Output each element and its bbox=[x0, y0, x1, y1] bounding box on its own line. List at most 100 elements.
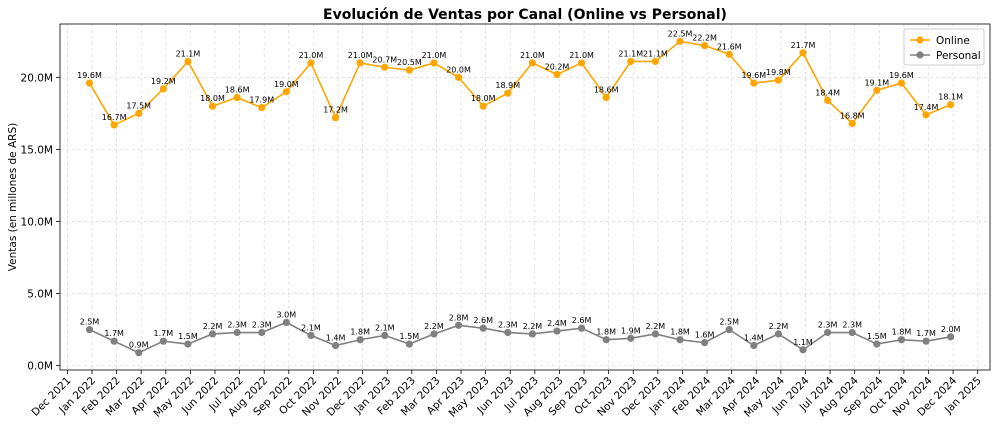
data-point-personal bbox=[159, 337, 167, 345]
data-label-personal: 3.0M bbox=[277, 310, 297, 319]
data-point-personal bbox=[602, 336, 610, 344]
data-point-online bbox=[824, 96, 832, 105]
data-point-personal bbox=[848, 328, 856, 337]
y-axis-label: Ventas (en millones de ARS) bbox=[7, 123, 19, 271]
data-point-online bbox=[356, 59, 364, 67]
data-label-online: 19.6M bbox=[77, 71, 102, 80]
data-point-online bbox=[897, 79, 906, 87]
data-point-personal bbox=[947, 333, 955, 341]
data-point-personal bbox=[627, 334, 635, 342]
data-label-online: 21.0M bbox=[422, 51, 447, 60]
data-point-online bbox=[381, 63, 389, 71]
data-point-personal bbox=[405, 340, 413, 348]
data-point-online bbox=[405, 66, 413, 74]
data-label-online: 18.6M bbox=[225, 86, 250, 95]
data-point-personal bbox=[701, 339, 709, 347]
data-point-personal bbox=[577, 324, 586, 332]
data-label-online: 21.0M bbox=[569, 51, 594, 60]
data-label-personal: 2.2M bbox=[203, 322, 223, 331]
data-label-online: 19.0M bbox=[274, 80, 299, 89]
data-point-personal bbox=[135, 349, 143, 357]
data-point-personal bbox=[873, 340, 881, 348]
y-tick-label: 10.0M bbox=[21, 217, 53, 229]
data-point-personal bbox=[676, 336, 684, 344]
data-point-online bbox=[430, 59, 438, 67]
data-label-online: 16.8M bbox=[840, 111, 865, 120]
data-point-online bbox=[651, 57, 659, 66]
grid bbox=[60, 24, 990, 370]
y-tick-label: 0.0M bbox=[27, 361, 53, 373]
data-point-online bbox=[258, 104, 266, 112]
data-label-personal: 1.4M bbox=[744, 333, 764, 342]
data-label-personal: 1.7M bbox=[916, 329, 936, 338]
data-label-personal: 1.8M bbox=[596, 328, 616, 337]
data-label-online: 21.1M bbox=[618, 49, 643, 58]
data-point-online bbox=[184, 57, 192, 66]
data-label-personal: 2.3M bbox=[842, 321, 862, 330]
data-point-online bbox=[454, 73, 463, 81]
data-label-personal: 1.8M bbox=[350, 328, 370, 337]
data-point-personal bbox=[774, 330, 783, 338]
data-label-online: 17.2M bbox=[323, 106, 348, 115]
data-point-personal bbox=[258, 328, 266, 337]
data-label-online: 17.5M bbox=[126, 101, 151, 110]
data-point-personal bbox=[184, 340, 192, 348]
data-label-personal: 2.5M bbox=[80, 318, 100, 327]
data-label-online: 18.9M bbox=[495, 81, 520, 90]
data-label-personal: 2.2M bbox=[769, 322, 789, 331]
data-label-personal: 1.5M bbox=[400, 332, 420, 341]
data-point-personal bbox=[922, 337, 930, 345]
data-point-online bbox=[479, 102, 487, 110]
data-label-online: 20.2M bbox=[545, 62, 570, 71]
data-point-online bbox=[307, 59, 315, 67]
data-label-online: 20.5M bbox=[397, 58, 422, 67]
data-point-online bbox=[750, 79, 758, 87]
y-tick-label: 15.0M bbox=[21, 144, 53, 156]
data-label-personal: 1.6M bbox=[695, 331, 715, 340]
data-label-personal: 1.4M bbox=[326, 333, 346, 342]
data-point-personal bbox=[651, 330, 659, 338]
legend-marker-personal bbox=[916, 51, 924, 59]
data-label-online: 19.1M bbox=[864, 78, 889, 87]
data-label-personal: 2.3M bbox=[818, 321, 838, 330]
data-point-online bbox=[922, 111, 930, 119]
data-label-personal: 2.3M bbox=[498, 321, 518, 330]
data-label-online: 20.7M bbox=[372, 55, 397, 64]
data-point-personal bbox=[110, 337, 118, 345]
data-label-personal: 1.9M bbox=[621, 326, 641, 335]
data-label-online: 18.0M bbox=[200, 94, 225, 103]
data-label-personal: 2.6M bbox=[572, 316, 592, 325]
data-label-online: 21.1M bbox=[643, 49, 668, 58]
series-online: 19.6M16.7M17.5M19.2M21.1M18.0M18.6M17.9M… bbox=[77, 29, 963, 129]
data-point-online bbox=[873, 86, 881, 94]
data-label-personal: 2.5M bbox=[719, 318, 739, 327]
data-label-personal: 2.8M bbox=[449, 313, 469, 322]
data-label-personal: 2.4M bbox=[547, 319, 567, 328]
data-point-online bbox=[85, 79, 94, 87]
data-label-personal: 2.3M bbox=[227, 321, 247, 330]
data-label-online: 18.6M bbox=[594, 86, 619, 95]
data-label-personal: 2.2M bbox=[523, 322, 543, 331]
legend-marker-online bbox=[916, 36, 924, 44]
y-tick-label: 20.0M bbox=[21, 72, 53, 84]
data-label-personal: 2.1M bbox=[375, 323, 395, 332]
data-label-personal: 1.7M bbox=[104, 329, 124, 338]
data-label-online: 19.2M bbox=[151, 77, 176, 86]
y-tick-label: 5.0M bbox=[27, 289, 53, 301]
data-point-online bbox=[799, 49, 807, 57]
data-point-personal bbox=[824, 328, 832, 337]
data-point-online bbox=[110, 121, 118, 129]
data-point-personal bbox=[553, 327, 561, 335]
data-point-personal bbox=[897, 336, 906, 344]
data-label-online: 22.5M bbox=[668, 29, 693, 38]
data-point-online bbox=[848, 119, 856, 128]
data-point-online bbox=[159, 85, 167, 93]
data-label-online: 18.0M bbox=[471, 94, 496, 103]
data-point-personal bbox=[528, 330, 536, 338]
data-label-personal: 2.0M bbox=[941, 325, 961, 334]
data-point-online bbox=[627, 57, 635, 66]
data-label-online: 18.1M bbox=[938, 93, 963, 102]
series-personal: 2.5M 1.7M 0.9M 1.7M 1.5M 2.2M 2.3M 2.3M 3.0M 2.1M… bbox=[80, 310, 961, 357]
